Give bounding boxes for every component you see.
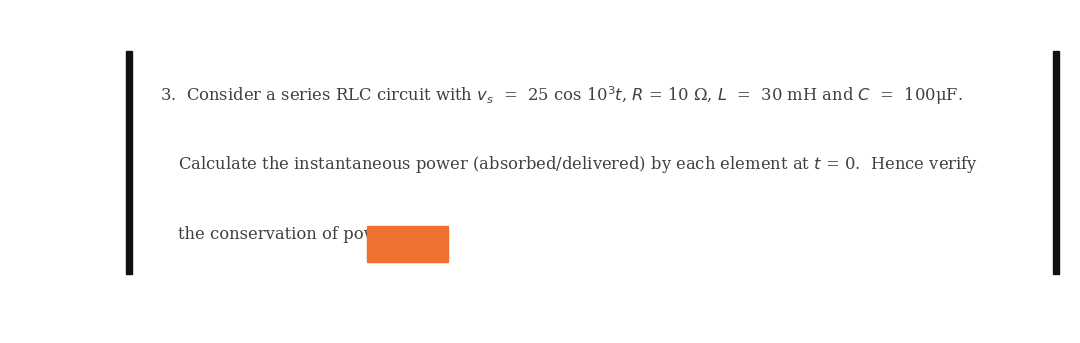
Text: the conservation of power.: the conservation of power. [178,226,399,244]
Text: 3.  Consider a series RLC circuit with $v_s$  =  25 cos 10$^3$$t$, $R$ = 10 Ω, $: 3. Consider a series RLC circuit with $v… [160,85,962,107]
Bar [126,51,133,274]
Bar [367,226,448,262]
Bar [1053,51,1058,274]
Text: Calculate the instantaneous power (absorbed/delivered) by each element at $t$ = : Calculate the instantaneous power (absor… [178,154,978,175]
